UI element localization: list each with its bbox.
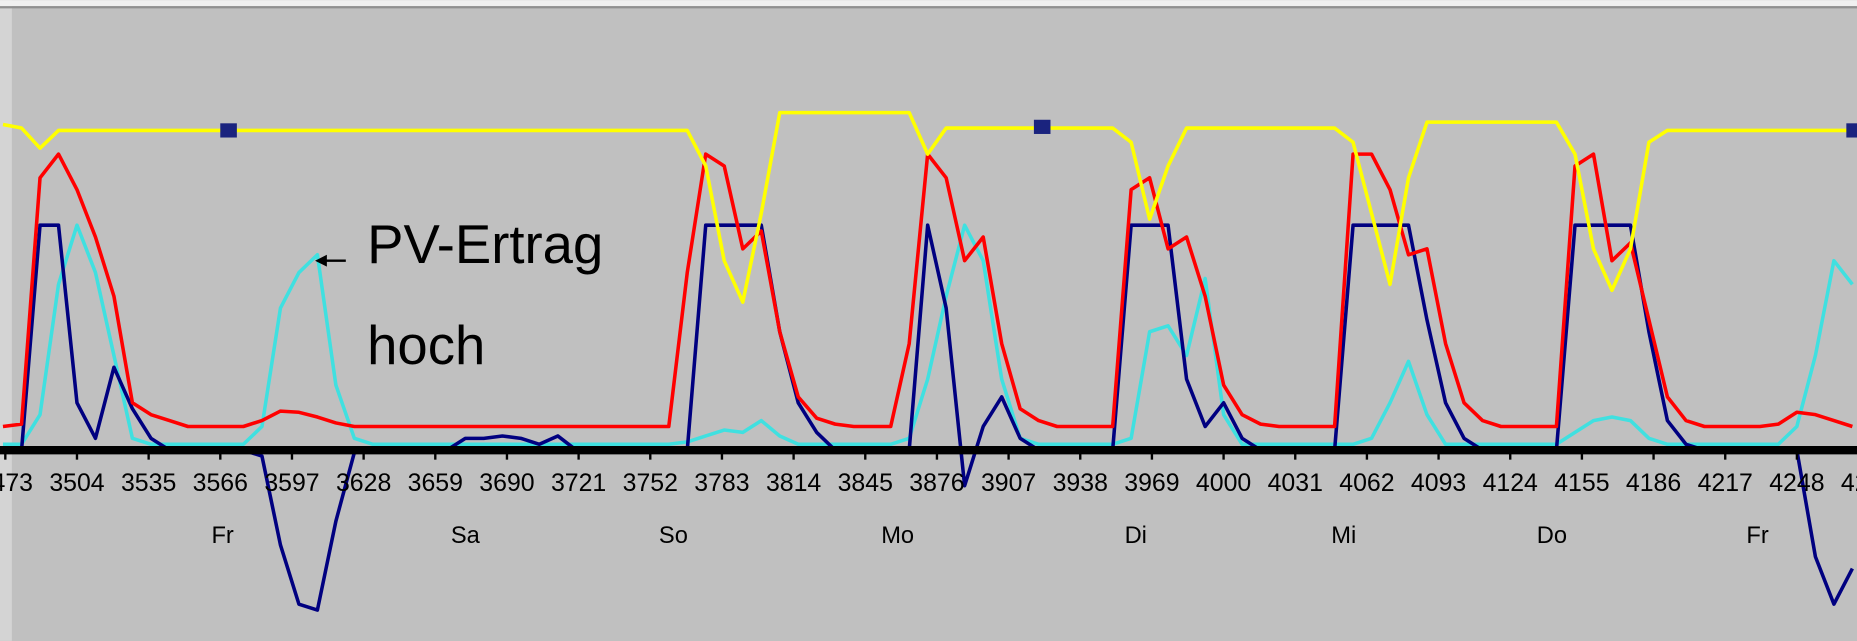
day-label: Fr [1746, 523, 1768, 549]
day-label: Mo [881, 523, 914, 549]
handle [1033, 119, 1051, 134]
x-tick-label: 3814 [766, 469, 821, 497]
x-tick-label: 3721 [551, 469, 606, 497]
x-tick-label: 4062 [1339, 469, 1394, 497]
x-tick-label: 3938 [1053, 469, 1108, 497]
day-label: Sa [451, 523, 481, 549]
x-tick-label: 4093 [1411, 469, 1466, 497]
day-label: Do [1537, 523, 1567, 549]
handle [220, 123, 237, 138]
x-tick-label: 3597 [264, 469, 319, 497]
x-tick-label: 3504 [49, 469, 104, 497]
x-tick-label: 3845 [838, 469, 893, 497]
x-tick-label: 4248 [1769, 469, 1824, 497]
top-strip [0, 0, 1857, 7]
x-tick-label: 3690 [479, 469, 534, 497]
x-tick-label: 4000 [1196, 469, 1251, 497]
left-margin [0, 0, 12, 641]
day-label: Di [1125, 523, 1147, 549]
x-tick-label: 4031 [1268, 469, 1323, 497]
handle [1846, 123, 1857, 138]
x-tick-label: 3659 [408, 469, 463, 497]
arrow-head [315, 254, 327, 267]
day-label: Mi [1331, 523, 1356, 549]
series-line [2, 110, 1853, 304]
x-tick-label: 3752 [623, 469, 678, 497]
x-tick-label: 3783 [694, 469, 749, 497]
x-tick-label: 3566 [193, 469, 248, 497]
x-tick-label: 3876 [909, 469, 964, 497]
markers [220, 119, 1857, 138]
day-label: Fr [211, 523, 233, 549]
x-tick-label: 4124 [1483, 469, 1538, 497]
x-tick-label: 3535 [121, 469, 176, 497]
x-tick-label: 3969 [1124, 469, 1179, 497]
x-tick-label: 3473 [0, 469, 33, 497]
day-label: So [659, 523, 688, 549]
series-line [2, 223, 1854, 447]
annotation: PV-Ertrag [367, 214, 603, 275]
x-tick-label: 4217 [1698, 469, 1753, 497]
x-tick-label: 4279 [1841, 469, 1857, 497]
annotation: hoch [367, 315, 485, 376]
x-tick-label: 4186 [1626, 469, 1681, 497]
x-tick-label: 3628 [336, 469, 391, 497]
x-tick-label: 4155 [1554, 469, 1609, 497]
x-tick-label: 3907 [981, 469, 1036, 497]
